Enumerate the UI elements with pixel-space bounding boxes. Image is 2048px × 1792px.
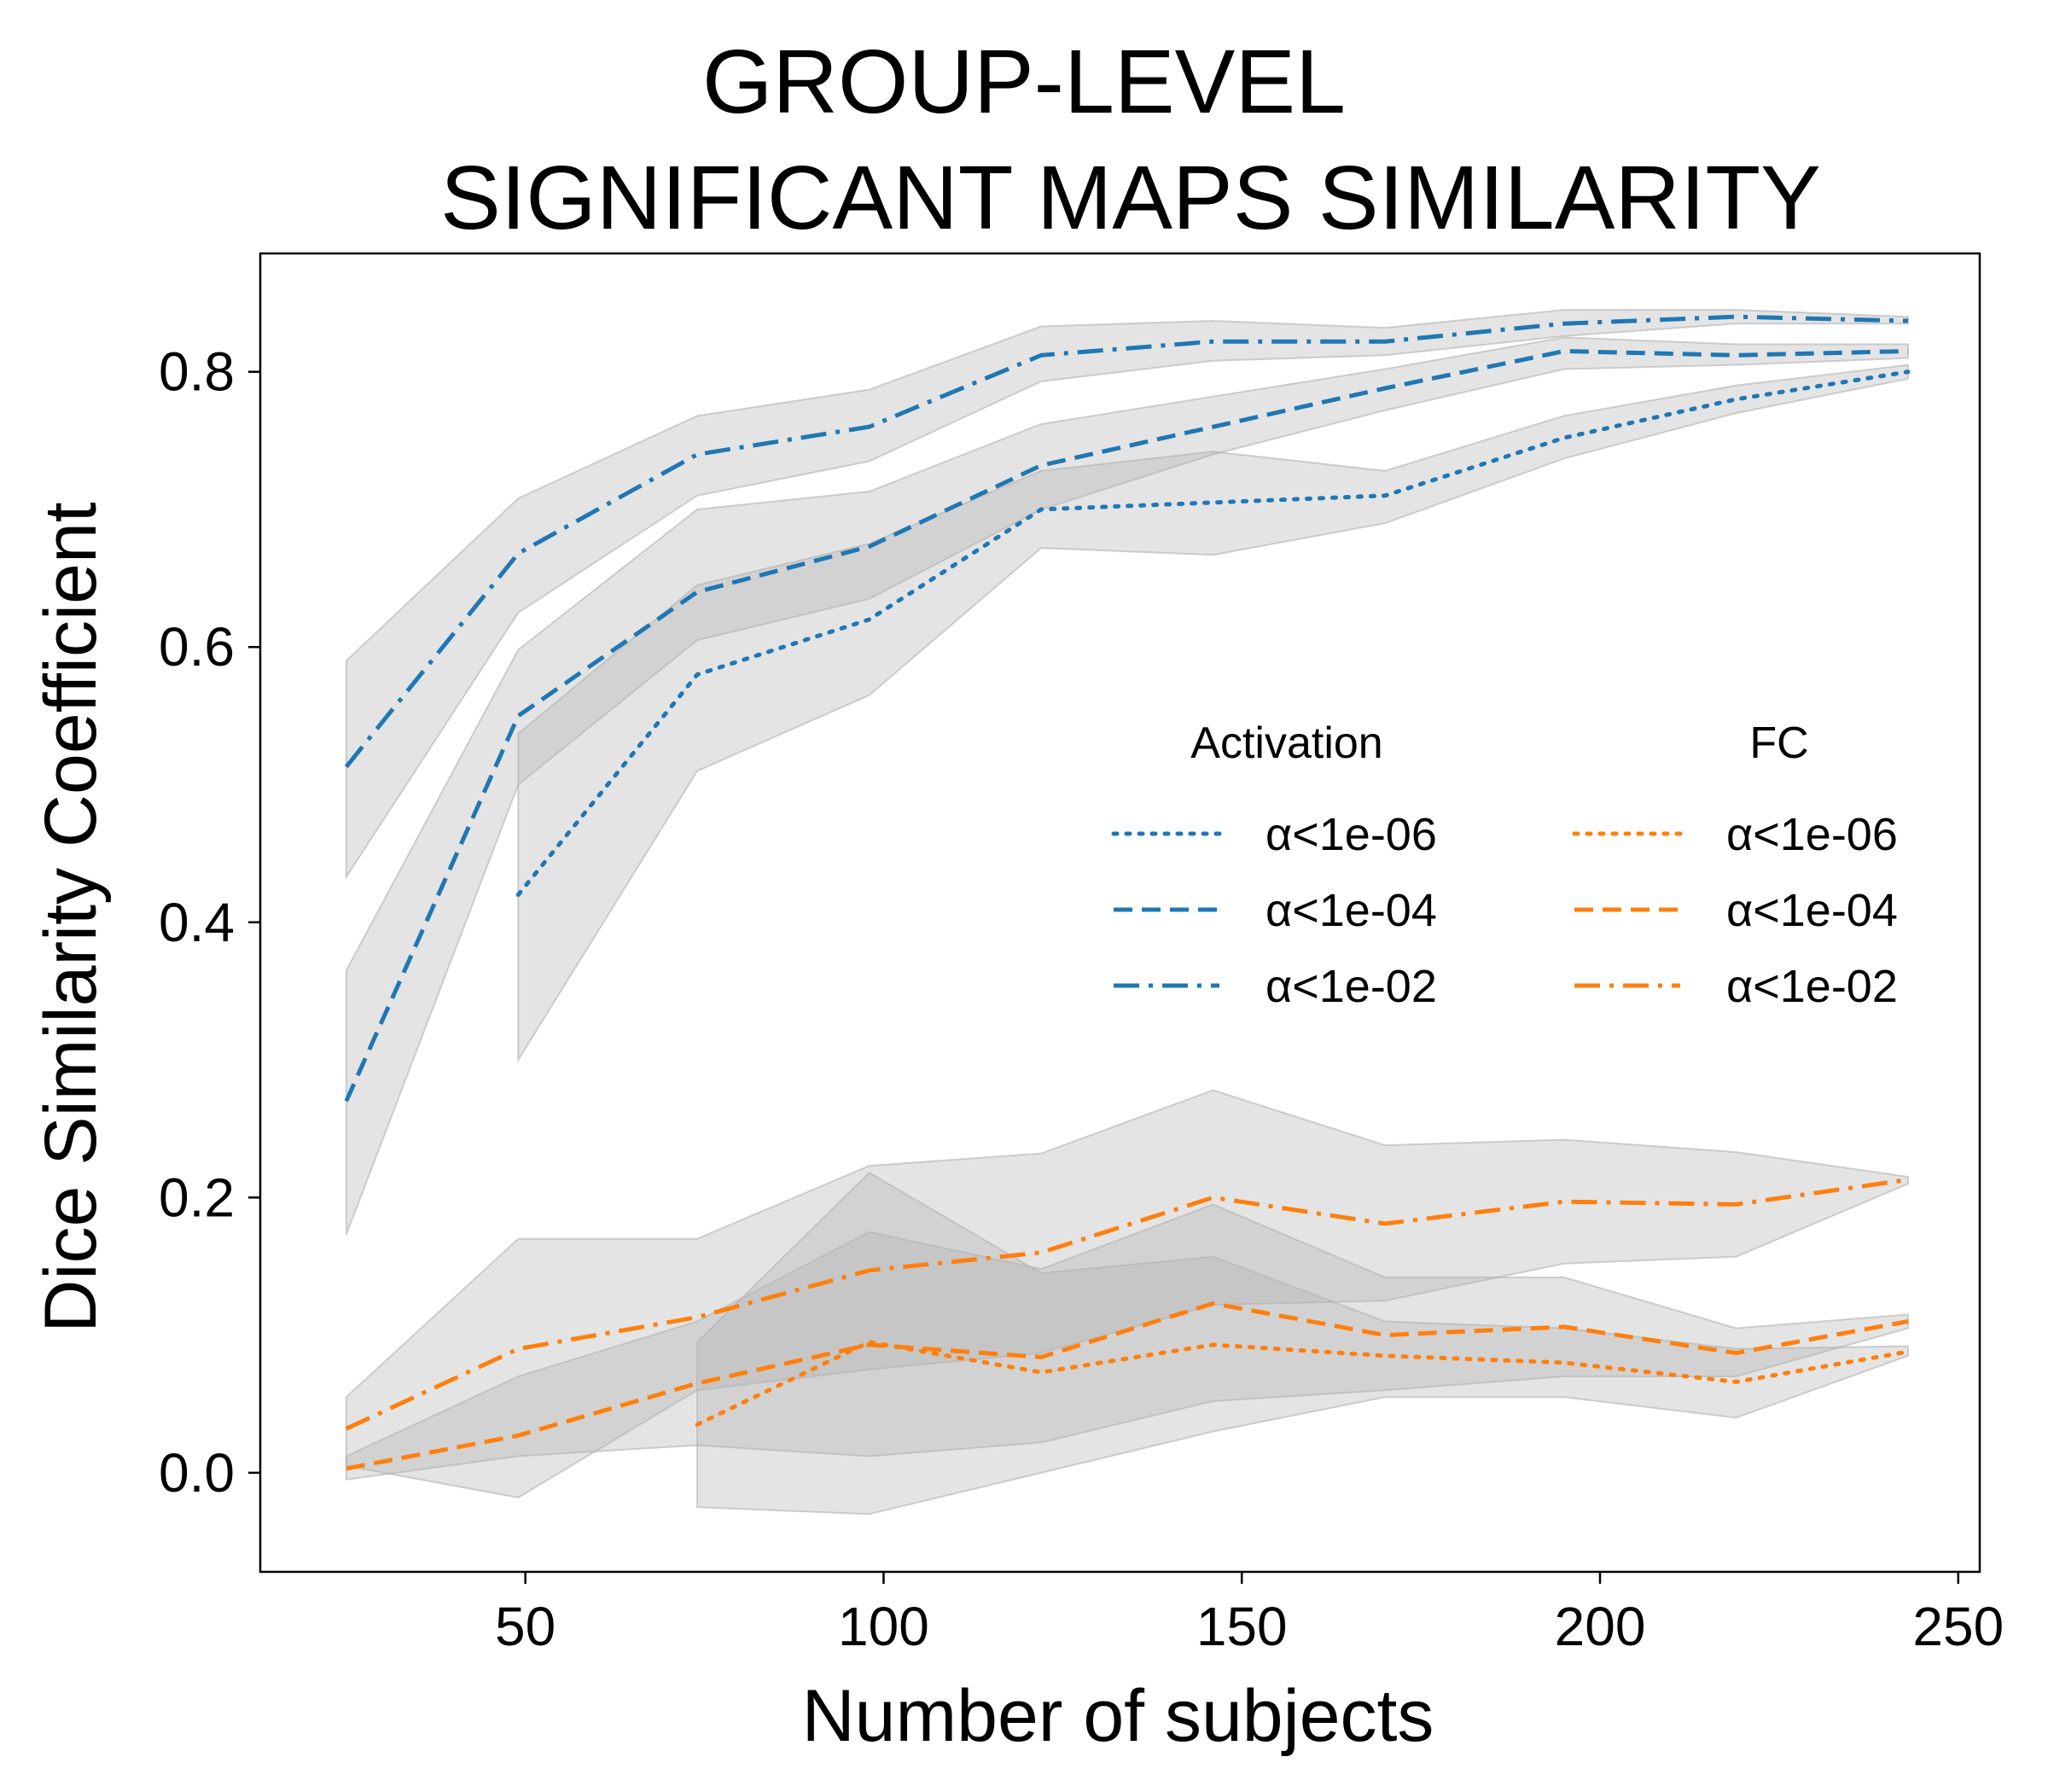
x-tick-label-250: 250 bbox=[1912, 1596, 2004, 1657]
x-axis-ticks: 50 100 150 200 250 bbox=[495, 1572, 2004, 1657]
plot-frame bbox=[259, 252, 1981, 1574]
legend-label-fc-1: α<1e-06 bbox=[1726, 809, 1898, 860]
y-axis-label: Dice Similarity Coefficient bbox=[30, 502, 112, 1332]
band-fc-alpha-lt-1e-02 bbox=[345, 1089, 1909, 1498]
band-activation-alpha-lt-1e-02 bbox=[345, 309, 1909, 880]
y-tick-label-0: 0.0 bbox=[159, 1442, 235, 1504]
y-tick-label-0-4: 0.4 bbox=[159, 892, 235, 953]
x-tick-label-100: 100 bbox=[838, 1596, 929, 1657]
band-activation-alpha-lt-1e-04 bbox=[345, 336, 1909, 1236]
y-tick-label-0-2: 0.2 bbox=[159, 1167, 235, 1228]
confidence-bands bbox=[345, 309, 1909, 1516]
legend-label-fc-2: α<1e-04 bbox=[1726, 885, 1898, 936]
legend-label-activation-3: α<1e-02 bbox=[1265, 961, 1437, 1012]
x-axis-label: Number of subjects bbox=[802, 1675, 1434, 1757]
legend-title-fc: FC bbox=[1749, 719, 1808, 768]
series-lines bbox=[344, 314, 1911, 1471]
x-tick-label-50: 50 bbox=[495, 1596, 556, 1657]
band-fc-alpha-lt-1e-04 bbox=[345, 1203, 1909, 1481]
line-activation-alpha-lt-1e-06 bbox=[515, 369, 1911, 897]
x-tick-label-150: 150 bbox=[1196, 1596, 1288, 1657]
legend-label-fc-3: α<1e-02 bbox=[1726, 961, 1898, 1012]
y-axis-ticks: 0.0 0.2 0.4 0.6 0.8 bbox=[159, 341, 260, 1504]
chart-title-line-1: GROUP-LEVEL bbox=[702, 32, 1346, 132]
y-tick-label-0-6: 0.6 bbox=[159, 616, 235, 678]
legend-label-activation-2: α<1e-04 bbox=[1265, 885, 1437, 936]
line-fc-alpha-lt-1e-04 bbox=[346, 1300, 1909, 1471]
legend-title-activation: Activation bbox=[1190, 719, 1382, 768]
line-fc-alpha-lt-1e-02 bbox=[345, 1177, 1909, 1431]
x-tick-label-200: 200 bbox=[1555, 1596, 1646, 1657]
band-activation-alpha-lt-1e-06 bbox=[517, 364, 1909, 1063]
legend: Activation α<1e-06 α<1e-04 α<1e-02 FC α<1e-06… bbox=[1111, 719, 1898, 1012]
band-fc-alpha-lt-1e-06 bbox=[696, 1172, 1909, 1516]
y-tick-label-0-8: 0.8 bbox=[159, 341, 235, 403]
legend-label-activation-1: α<1e-06 bbox=[1265, 809, 1437, 860]
line-activation-alpha-lt-1e-02 bbox=[344, 314, 1909, 769]
chart-title-line-2: SIGNIFICANT MAPS SIMILARITY bbox=[440, 148, 1821, 248]
